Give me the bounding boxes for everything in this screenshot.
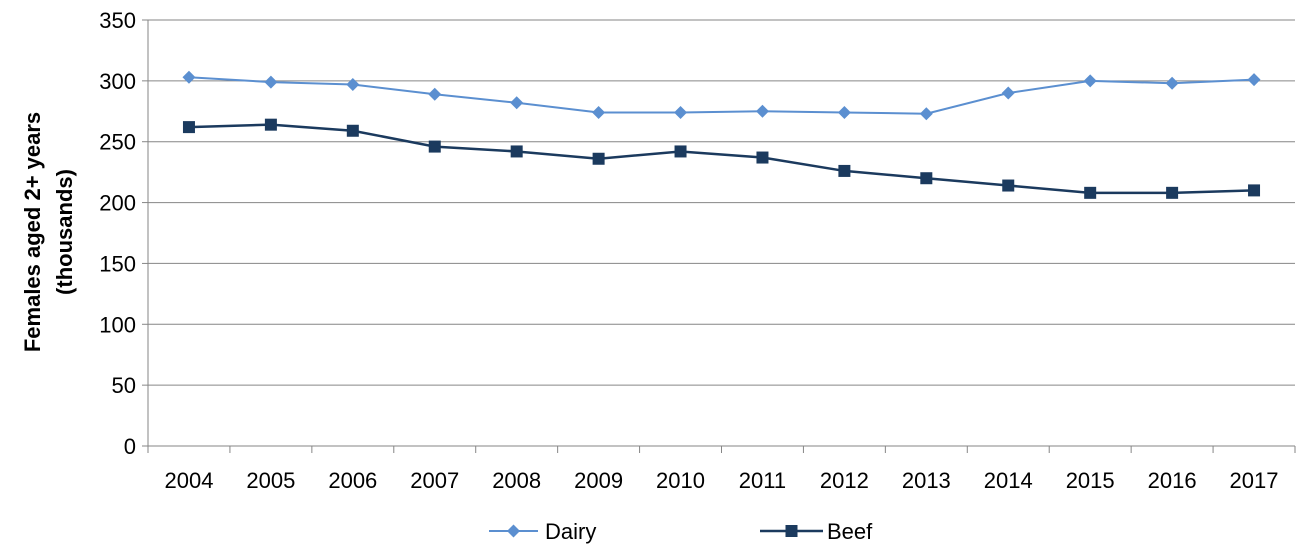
y-tick-label: 50 <box>112 373 136 398</box>
dairy-line <box>188 76 1255 115</box>
y-tick-label: 150 <box>99 251 136 276</box>
y-tick-label: 100 <box>99 312 136 337</box>
dairy-point <box>837 106 851 120</box>
x-tick-label: 2014 <box>984 468 1033 493</box>
legend: Dairy Beef <box>489 519 873 544</box>
y-axis-title-line1: Females aged 2+ years <box>20 112 45 352</box>
dairy-point <box>1001 86 1015 100</box>
dairy-point <box>510 96 524 110</box>
x-tick-label: 2015 <box>1066 468 1115 493</box>
dairy-point <box>592 106 606 120</box>
x-tick-label: 2008 <box>492 468 541 493</box>
x-tick-label: 2011 <box>739 468 786 493</box>
beef-point <box>920 172 933 185</box>
legend-dairy-marker <box>507 524 520 538</box>
legend-dairy-label: Dairy <box>545 519 596 544</box>
dairy-point <box>919 107 933 121</box>
y-tick-label: 350 <box>99 8 136 33</box>
gridlines <box>148 19 1295 386</box>
x-tick-label: 2016 <box>1148 468 1197 493</box>
dairy-point <box>428 87 442 101</box>
dairy-point <box>264 75 278 89</box>
x-tick-labels: 2004 2005 2006 2007 2008 2009 2010 2011 2012 2013… <box>164 468 1278 493</box>
beef-line <box>188 123 1255 195</box>
beef-point <box>182 121 195 134</box>
beef-point <box>838 164 851 177</box>
legend-beef-label: Beef <box>827 519 873 544</box>
axes <box>142 19 1296 453</box>
x-tick-label: 2009 <box>574 468 623 493</box>
legend-beef-marker <box>785 525 798 537</box>
x-tick-label: 2013 <box>902 468 951 493</box>
y-axis-title-line2: (thousands) <box>52 169 77 295</box>
beef-point <box>1002 179 1015 192</box>
y-tick-label: 300 <box>99 69 136 94</box>
x-tick-label: 2006 <box>328 468 377 493</box>
y-tick-labels: 0 50 100 150 200 250 300 350 <box>99 8 136 459</box>
series-group <box>182 70 1261 199</box>
beef-point <box>264 118 277 131</box>
dairy-point <box>755 104 769 118</box>
beef-point <box>592 152 605 165</box>
beef-point <box>428 140 441 153</box>
x-tick-label: 2007 <box>410 468 459 493</box>
beef-point <box>510 145 523 158</box>
x-tick-label: 2017 <box>1230 468 1279 493</box>
x-tick-label: 2005 <box>246 468 295 493</box>
x-tick-label: 2004 <box>164 468 213 493</box>
beef-point <box>346 124 359 137</box>
dairy-point <box>1247 73 1261 87</box>
beef-point <box>1084 186 1097 199</box>
beef-point <box>674 145 687 158</box>
y-tick-label: 200 <box>99 191 136 216</box>
beef-point <box>1166 186 1179 199</box>
beef-point <box>1248 184 1261 197</box>
x-tick-label: 2012 <box>820 468 869 493</box>
y-tick-label: 0 <box>124 434 136 459</box>
y-tick-label: 250 <box>99 130 136 155</box>
dairy-point <box>674 106 688 120</box>
beef-point <box>756 151 769 164</box>
dairy-point <box>1165 76 1179 90</box>
dairy-point <box>346 78 360 92</box>
dairy-point <box>1083 74 1097 88</box>
x-tick-label: 2010 <box>656 468 705 493</box>
dairy-point <box>182 70 196 84</box>
